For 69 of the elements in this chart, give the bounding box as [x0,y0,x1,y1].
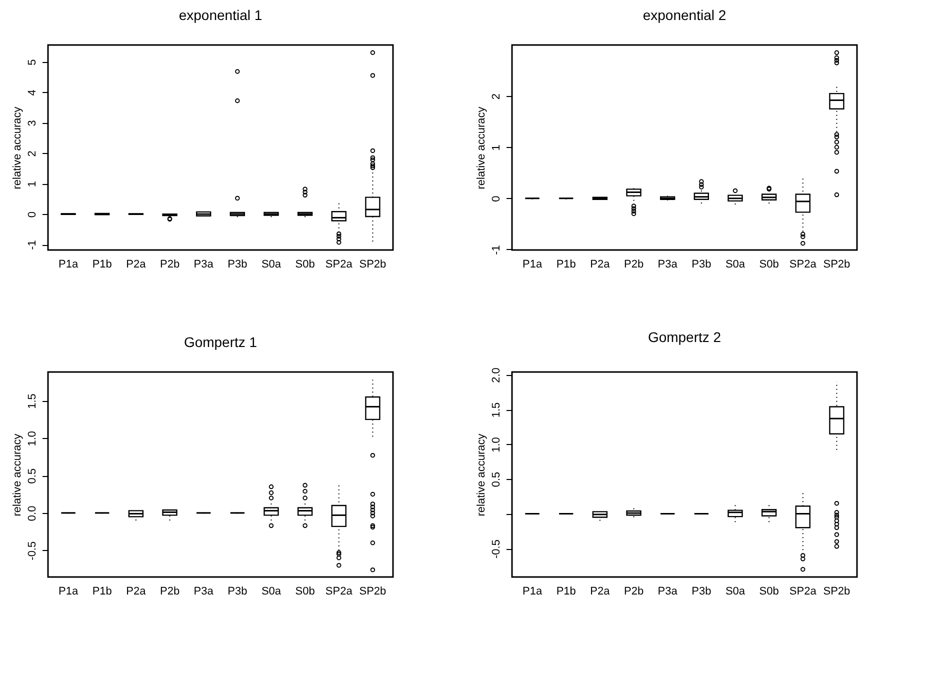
x-tick-label: P2b [624,258,644,270]
x-tick-label: SP2b [359,258,386,270]
y-tick-label: 4 [26,90,38,96]
x-tick-label: SP2a [789,258,818,270]
y-tick-label: 1.5 [490,402,502,418]
x-tick-label: P2b [160,258,180,270]
x-tick-label: S0b [295,586,315,598]
y-tick-label: -0.5 [490,540,502,558]
x-tick-label: SP2a [325,258,354,270]
y-tick-label: 1 [26,181,38,188]
x-tick-label: P1b [92,258,112,270]
x-tick-label: P3b [692,258,712,270]
x-tick-label: SP2b [359,586,386,598]
x-tick-label: P3b [228,586,248,598]
x-tick-label: P3b [228,258,248,270]
y-axis-title: relative accuracy [12,106,24,190]
chart-title: Gompertz 2 [648,329,722,346]
y-axis-title: relative accuracy [476,433,488,516]
y-tick-label: -1 [490,245,502,255]
x-tick-label: S0b [759,258,779,270]
x-tick-label: P2a [590,258,611,270]
x-tick-label: P3a [194,258,214,270]
x-tick-label: P2b [160,586,180,598]
y-tick-label: 2.0 [490,368,502,383]
x-tick-label: P2a [126,586,147,598]
chart-title: exponential 2 [642,7,726,23]
x-tick-label: P1a [522,258,543,270]
x-tick-label: S0b [759,586,779,598]
y-tick-label: 3 [26,120,38,126]
x-tick-label: P1a [522,586,543,598]
y-tick-label: -0.5 [26,541,38,560]
chart-title: Gompertz 1 [184,334,258,350]
x-tick-label: P2b [624,586,644,598]
y-tick-label: 0.5 [490,472,502,488]
y-axis-title: relative accuracy [12,433,24,516]
y-tick-label: 5 [26,59,38,66]
chart-title: exponential 1 [178,7,262,23]
x-tick-label: P3a [658,586,678,598]
y-tick-label: 0.5 [26,468,38,484]
x-tick-label: P1b [556,258,576,270]
y-tick-label: 0.0 [26,506,38,522]
x-tick-label: P3b [692,586,712,598]
x-tick-label: P1b [556,586,576,598]
x-tick-label: SP2b [823,586,850,598]
y-tick-label: 2 [490,94,502,100]
y-tick-label: 0 [26,211,38,218]
x-tick-label: P2a [126,258,147,270]
y-tick-label: 2 [26,150,38,157]
y-axis-title: relative accuracy [476,106,488,190]
y-tick-label: 1.0 [490,437,502,452]
y-tick-label: 1 [490,144,502,151]
x-tick-label: S0a [725,586,746,598]
x-tick-label: SP2b [823,258,850,270]
y-tick-label: 0 [490,196,502,202]
y-tick-label: -1 [26,240,38,250]
x-tick-label: S0a [261,586,282,598]
x-tick-label: P3a [194,586,214,598]
x-tick-label: SP2a [789,586,818,598]
x-tick-label: P1a [58,258,79,270]
x-tick-label: P1b [92,586,112,598]
x-tick-label: S0a [725,258,746,270]
y-tick-label: 1.0 [26,430,38,446]
y-tick-label: 1.5 [26,394,38,409]
x-tick-label: P1a [58,586,79,598]
x-tick-label: S0a [261,258,282,270]
x-tick-label: S0b [295,258,315,270]
x-tick-label: SP2a [325,586,354,598]
x-tick-label: P2a [590,586,611,598]
x-tick-label: P3a [658,258,678,270]
